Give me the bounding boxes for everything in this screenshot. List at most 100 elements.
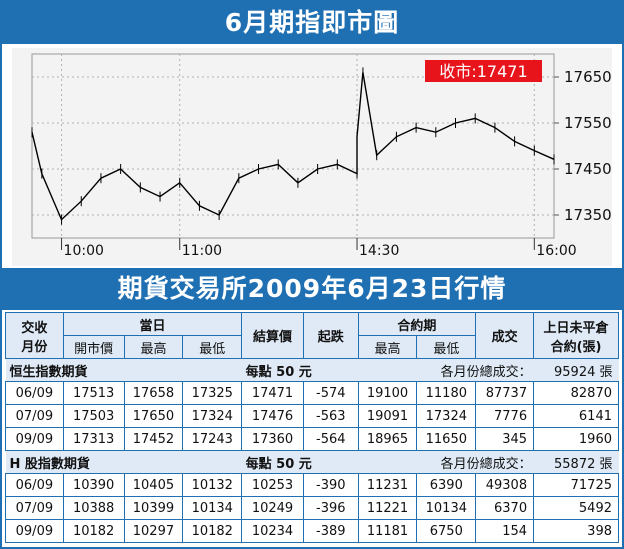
table-cell: 17476: [241, 404, 304, 428]
table-cell: 17324: [182, 404, 243, 428]
x-tick-label: 10:00: [64, 243, 104, 259]
table-cell: 6370: [475, 496, 535, 520]
table-cell: -574: [302, 381, 359, 405]
header-contract-high: 最高: [357, 335, 418, 359]
y-tick-label: 17450: [564, 160, 612, 178]
header-volume: 成交: [475, 312, 535, 359]
x-tick-label: 14:30: [359, 243, 399, 259]
table-cell: 10182: [182, 519, 243, 543]
section-name: H 股指數期貨: [5, 450, 242, 474]
table-cell: 17325: [182, 381, 243, 405]
chart-svg: 17350 17450 17550 17650 10:00 11:00 14:30 16:00…: [31, 53, 612, 259]
section-total: 95924 張: [533, 358, 619, 382]
table-cell: -563: [302, 404, 359, 428]
table-cell: 82870: [533, 381, 619, 405]
table-cell: 17658: [123, 381, 184, 405]
table-cell: 10405: [123, 473, 184, 497]
close-label-box: [425, 60, 542, 82]
header-group-contract: 合約期: [357, 312, 477, 336]
table-cell: 6390: [416, 473, 477, 497]
table-cell: 17243: [182, 427, 243, 451]
header-group-day: 當日: [62, 312, 243, 336]
table-row: 09/09 10182 10297 10182 10234 -389 11181 6750 15…: [5, 519, 619, 543]
table-cell: -564: [302, 427, 359, 451]
table-cell: 1960: [533, 427, 619, 451]
table-cell: -389: [302, 519, 359, 543]
table-cell: 11180: [416, 381, 477, 405]
table-cell: 17452: [123, 427, 184, 451]
table-cell: 87737: [475, 381, 535, 405]
section-row: H 股指數期貨 每點 50 元各月份總成交： 55872 張: [5, 450, 619, 474]
table-cell: 10297: [123, 519, 184, 543]
header-settle: 結算價: [241, 312, 304, 359]
intraday-chart: 17350 17450 17550 17650 10:00 11:00 14:30 16:00…: [12, 48, 612, 266]
x-tick-label: 16:00: [536, 243, 576, 259]
chart-title: 6月期指即市圖: [2, 2, 622, 44]
table-cell: 17324: [416, 404, 477, 428]
table-cell: 17503: [62, 404, 125, 428]
table-cell: 5492: [533, 496, 619, 520]
table-row: 07/09 17503 17650 17324 17476 -563 19091 17324 7…: [5, 404, 619, 428]
close-label: 收市:17471: [439, 62, 527, 81]
table-cell: 6750: [416, 519, 477, 543]
y-tick-label: 17350: [564, 206, 612, 224]
section-per-point: 每點 50 元: [241, 450, 359, 474]
table-cell: 09/09: [5, 519, 64, 543]
table-cell: 18965: [357, 427, 418, 451]
y-tick-label: 17650: [564, 68, 612, 86]
futures-table: 交收 月份 當日 結算價 起跌 合約期 成交 上日未平倉 合約(張) 開市價 最高 最低 最高 最低 恒生指…: [5, 312, 619, 543]
market-report-title: 期貨交易所2009年6月23日行情: [2, 268, 622, 310]
table-cell: 17650: [123, 404, 184, 428]
table-row: 07/09 10388 10399 10134 10249 -396 11221 10134 6…: [5, 496, 619, 520]
table-cell: 07/09: [5, 404, 64, 428]
table-cell: 06/09: [5, 473, 64, 497]
table-cell: 10399: [123, 496, 184, 520]
header-contract-low: 最低: [416, 335, 477, 359]
table-cell: -396: [302, 496, 359, 520]
table-cell: 17360: [241, 427, 304, 451]
section-total-label: 各月份總成交：: [358, 358, 534, 382]
table-cell: 11650: [416, 427, 477, 451]
header-high: 最高: [123, 335, 184, 359]
table-row: 06/09 17513 17658 17325 17471 -574 19100 11180 8…: [5, 381, 619, 405]
table-cell: 10182: [62, 519, 125, 543]
table-cell: 10134: [182, 496, 243, 520]
section-row: 恒生指數期貨 每點 50 元各月份總成交： 95924 張: [5, 358, 619, 382]
subheader-row: 開市價 最高 最低 最高 最低: [6, 335, 619, 359]
header-row: 交收 月份 當日 結算價 起跌 合約期 成交 上日未平倉 合約(張): [5, 312, 619, 359]
table-cell: 154: [475, 519, 535, 543]
section-total-label: 各月份總成交：: [358, 450, 534, 474]
section-name: 恒生指數期貨: [5, 358, 242, 382]
table-cell: 71725: [533, 473, 619, 497]
table-cell: 10253: [241, 473, 304, 497]
plot-area: [31, 53, 555, 239]
table-cell: 17471: [241, 381, 304, 405]
table-cell: 398: [533, 519, 619, 543]
table-cell: 10234: [241, 519, 304, 543]
x-tick-label: 11:00: [182, 243, 222, 259]
header-low: 最低: [182, 335, 243, 359]
section-total: 55872 張: [533, 450, 619, 474]
table-cell: 11231: [357, 473, 418, 497]
table-cell: 6141: [533, 404, 619, 428]
table-cell: 10132: [182, 473, 243, 497]
table-cell: 17313: [62, 427, 125, 451]
price-line: [31, 72, 555, 221]
table-cell: 11181: [357, 519, 418, 543]
table-cell: 49308: [475, 473, 535, 497]
table-cell: 345: [475, 427, 535, 451]
y-tick-label: 17550: [564, 114, 612, 132]
header-open-interest: 上日未平倉 合約(張): [533, 312, 619, 359]
table-cell: 10249: [241, 496, 304, 520]
table-cell: -390: [302, 473, 359, 497]
table-cell: 17513: [62, 381, 125, 405]
table-row: 09/09 17313 17452 17243 17360 -564 18965 11650 3…: [5, 427, 619, 451]
header-month: 交收 月份: [5, 312, 64, 359]
table-cell: 7776: [475, 404, 535, 428]
table-cell: 07/09: [5, 496, 64, 520]
table-cell: 09/09: [5, 427, 64, 451]
table-cell: 06/09: [5, 381, 64, 405]
table-cell: 11221: [357, 496, 418, 520]
table-cell: 10390: [62, 473, 125, 497]
